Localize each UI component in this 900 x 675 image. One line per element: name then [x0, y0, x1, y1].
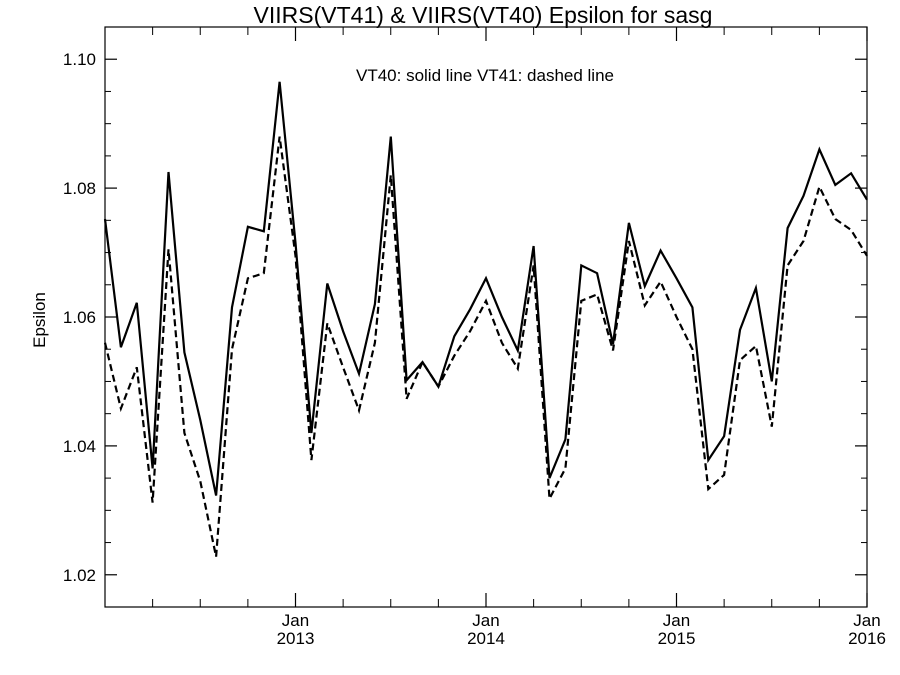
axes-layer: 1.021.041.061.081.10Jan2013Jan2014Jan201…	[63, 26, 886, 648]
x-tick-year-label: 2016	[848, 629, 886, 648]
x-tick-year-label: 2014	[467, 629, 505, 648]
y-tick-label: 1.04	[63, 437, 96, 456]
x-tick-year-label: 2015	[658, 629, 696, 648]
y-tick-label: 1.08	[63, 179, 96, 198]
y-tick-label: 1.06	[63, 308, 96, 327]
plot-frame	[104, 26, 868, 608]
x-tick-month-label: Jan	[663, 611, 690, 630]
x-tick-month-label: Jan	[853, 611, 880, 630]
x-tick-month-label: Jan	[282, 611, 309, 630]
legend-annotation: VT40: solid line VT41: dashed line	[356, 66, 614, 85]
y-tick-label: 1.02	[63, 566, 96, 585]
x-tick-year-label: 2013	[277, 629, 315, 648]
x-tick-month-label: Jan	[472, 611, 499, 630]
series-layer	[103, 81, 868, 557]
series-line-vt40	[103, 81, 868, 496]
y-tick-label: 1.10	[63, 50, 96, 69]
series-line-vt41	[103, 136, 868, 557]
chart-title: VIIRS(VT41) & VIIRS(VT40) Epsilon for sa…	[254, 2, 713, 28]
y-axis-label: Epsilon	[30, 292, 49, 348]
